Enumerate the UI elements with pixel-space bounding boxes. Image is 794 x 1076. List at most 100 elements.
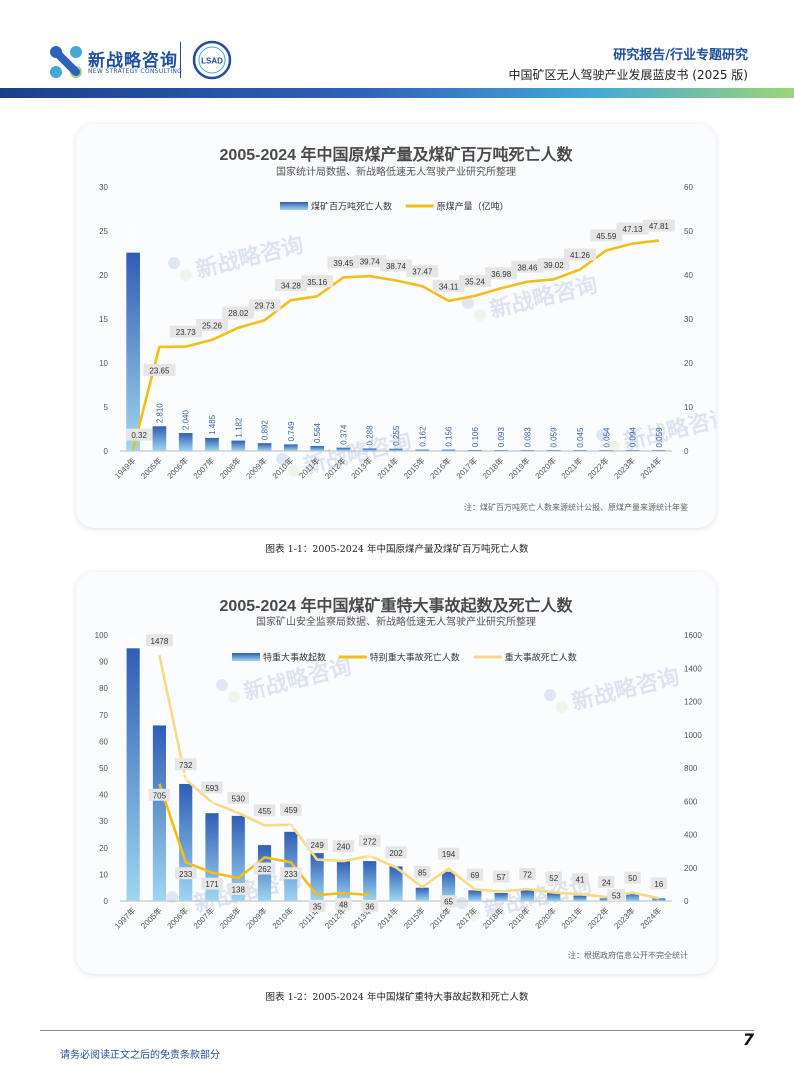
- c2-line-label: 233: [179, 870, 193, 879]
- c2-bar-label: 1: [655, 890, 664, 895]
- c1-bar: [494, 450, 508, 451]
- c2-bar: [363, 861, 377, 901]
- c1-x-tick: 2021年: [559, 455, 584, 480]
- c1-x-tick: 2015年: [401, 455, 426, 480]
- c2-line-label-bg: [146, 634, 173, 647]
- c1-bar-label: 0.288: [366, 425, 375, 446]
- c1-bar: [362, 448, 377, 451]
- chart2-legend: 特重大事故起数 特别重大事故死亡人数 重大事故死亡人数: [232, 652, 577, 663]
- c2-line-label-bg: [174, 867, 197, 880]
- c2-line-label-group: 41: [571, 873, 589, 886]
- c1-x-tick: 2019年: [507, 455, 532, 480]
- c2-line-label: 50: [628, 874, 637, 883]
- c1-line-label-bg: [537, 258, 570, 271]
- c1-line-label-bg: [125, 428, 153, 441]
- c1-line-label: 39.45: [333, 259, 354, 268]
- section-label: 研究报告/行业专题研究: [613, 48, 748, 63]
- c1-bar-label: 0.255: [392, 425, 401, 446]
- c2-line-label-group: 48: [335, 898, 352, 911]
- chart2-lines: [159, 655, 660, 900]
- c2-bar: [547, 893, 561, 901]
- c1-line-label: 25.26: [202, 321, 223, 330]
- c2-y-left-tick: 70: [99, 711, 108, 720]
- chart1-legend: 煤矿百万吨死亡人数 原煤产量（亿吨）: [280, 201, 509, 212]
- c2-y-right-tick: 1600: [684, 631, 702, 640]
- c2-bar-label: 5: [418, 880, 427, 885]
- c2-line-label-bg: [650, 877, 668, 890]
- c2-bar-label: 33: [208, 801, 217, 810]
- c1-line-label: 35.16: [307, 278, 328, 287]
- c1-y-left-tick: 15: [99, 315, 108, 324]
- c1-y-right-tick: 0: [684, 447, 689, 456]
- c2-line-label-bg: [174, 758, 197, 771]
- c1-line-label: 45.59: [596, 232, 617, 241]
- c1-bar-label: 0.564: [313, 422, 322, 443]
- c2-line-label-bg: [335, 898, 352, 911]
- c2-x-tick: 2015年: [401, 905, 426, 930]
- c2-line-label-bg: [624, 871, 641, 884]
- c1-bar: [284, 444, 298, 451]
- c1-bar-label: 0.156: [445, 426, 454, 447]
- c2-line-label-group: 72: [519, 868, 536, 881]
- c1-line-label: 47.81: [649, 222, 670, 231]
- logo-divider: [180, 42, 181, 78]
- c2-bar-label: 21: [261, 833, 270, 842]
- watermark-0: 新战略咨询: [168, 232, 306, 283]
- c2-bar: [126, 648, 140, 901]
- c2-y-right-tick: 1400: [684, 664, 702, 673]
- c1-x-tick: 2006年: [165, 455, 190, 480]
- c2-line-label: 233: [284, 870, 298, 879]
- c1-line-label-bg: [222, 306, 255, 319]
- c2-legend-label: 重大事故死亡人数: [505, 652, 577, 663]
- c1-line-label: 28.02: [228, 309, 249, 318]
- c1-bar: [599, 450, 614, 451]
- c2-bar: [573, 895, 587, 901]
- c1-bar-label: 2.040: [182, 409, 191, 430]
- c1-bar: [205, 437, 219, 451]
- c1-x-tick: 2023年: [612, 455, 637, 480]
- c1-line-label-bg: [432, 279, 465, 292]
- c1-line-label-group: 39.02: [537, 258, 570, 271]
- c1-bar: [415, 449, 430, 451]
- chart2-card: 2005-2024 年中国煤矿重特大事故起数及死亡人数 国家矿山安全监察局数据、…: [76, 572, 716, 974]
- c2-extra-label-group: 53: [607, 889, 626, 902]
- c1-line-label: 38.74: [386, 262, 407, 271]
- c2-bar: [152, 725, 166, 901]
- c1-y-right-tick: 40: [684, 271, 693, 280]
- c2-line-label-bg: [571, 873, 589, 886]
- c2-bar: [599, 898, 613, 901]
- c2-line-label: 138: [232, 886, 246, 895]
- footer-disclaimer: 请务必阅读正文之后的免责条款部分: [60, 1050, 220, 1061]
- c1-line-label-group: 0.32: [125, 428, 153, 441]
- c1-legend-swatch: [280, 202, 308, 210]
- c1-line-label-bg: [380, 259, 412, 272]
- c2-extra-label: 53: [612, 892, 621, 901]
- c2-line-label-group: 249: [306, 838, 328, 851]
- c2-line-label-group: 36: [361, 900, 378, 913]
- c2-line-label: 249: [310, 841, 324, 850]
- c1-line-label-bg: [564, 248, 596, 261]
- c2-bar: [494, 893, 508, 901]
- c1-line-label: 37.47: [412, 268, 433, 277]
- c1-bar: [546, 450, 561, 451]
- lsad-seal-icon: LSAD: [192, 40, 232, 80]
- c2-line-label-group: 85: [414, 865, 431, 878]
- brand-name: 新战略咨询: [88, 51, 178, 71]
- c2-bar-label: 1: [602, 890, 611, 895]
- c1-bar: [126, 252, 140, 451]
- c2-bar: [415, 887, 429, 901]
- c2-line-label-group: 57: [492, 870, 510, 883]
- c2-line-label: 16: [654, 880, 663, 889]
- c1-line-label-bg: [143, 363, 176, 376]
- c2-line-label-bg: [466, 868, 484, 881]
- c1-bar: [152, 426, 167, 451]
- c1-line-label-group: 25.26: [196, 318, 228, 331]
- c2-line-label-bg: [280, 867, 302, 880]
- c2-x-tick: 2005年: [139, 905, 164, 930]
- c2-line-label: 36: [365, 903, 374, 912]
- c2-line-label-bg: [385, 846, 407, 859]
- c2-extra-label-bg: [607, 889, 626, 902]
- c1-line-label-bg: [169, 325, 202, 338]
- c1-line-label-bg: [616, 222, 649, 235]
- c1-y-right-tick: 10: [684, 403, 693, 412]
